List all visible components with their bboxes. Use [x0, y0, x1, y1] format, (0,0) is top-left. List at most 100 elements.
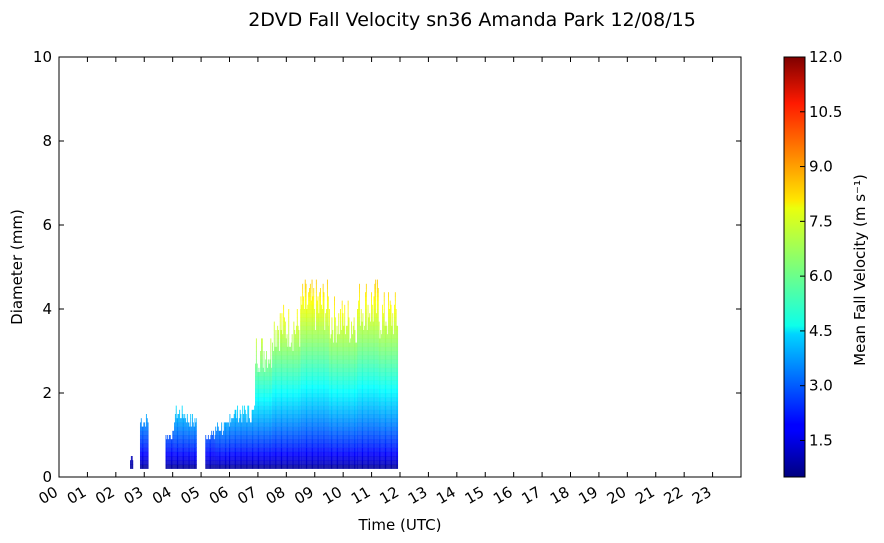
heat-cell — [309, 283, 311, 289]
heat-cell — [139, 460, 141, 465]
heat-cell — [288, 451, 290, 457]
heat-cell — [296, 414, 298, 419]
heat-cell — [321, 321, 322, 327]
heat-cell — [283, 330, 285, 335]
heat-cell — [267, 405, 268, 411]
heat-cell — [239, 414, 241, 419]
heat-cell — [146, 460, 148, 465]
heat-cell — [302, 443, 304, 448]
heat-cell — [320, 460, 321, 465]
heat-cell — [303, 422, 305, 427]
heat-cell — [171, 464, 173, 469]
heat-cell — [309, 309, 311, 314]
heat-cell — [287, 422, 289, 427]
heat-cell — [285, 439, 287, 444]
heat-cell — [311, 464, 313, 469]
heat-cell — [332, 409, 334, 415]
heat-cell — [191, 418, 193, 423]
heat-cell — [344, 435, 346, 440]
heat-cell — [292, 414, 294, 419]
heat-cell — [259, 405, 261, 411]
heat-cell — [314, 464, 316, 469]
heat-cell — [242, 447, 244, 453]
heat-cell — [346, 414, 347, 419]
heat-cell — [341, 313, 343, 318]
heat-cell — [308, 334, 310, 339]
heat-cell — [277, 464, 279, 469]
heat-cell — [311, 283, 313, 289]
heat-cell — [297, 342, 299, 348]
heat-cell — [295, 422, 297, 427]
heat-cell — [340, 367, 342, 373]
heat-cell — [335, 376, 337, 381]
heat-cell — [290, 359, 292, 364]
heat-cell — [295, 355, 297, 360]
heat-cell — [294, 439, 296, 444]
heat-cell — [302, 325, 304, 331]
heat-cell — [314, 393, 316, 398]
heat-cell — [290, 351, 291, 356]
heat-cell — [184, 443, 186, 448]
heat-cell — [309, 304, 310, 310]
heat-cell — [322, 376, 324, 381]
heat-cell — [270, 447, 272, 453]
heat-cell — [184, 418, 186, 423]
heat-cell — [208, 464, 210, 469]
heat-cell — [272, 409, 274, 415]
heat-cell — [316, 414, 318, 419]
heat-cell — [289, 351, 291, 356]
heat-cell — [284, 351, 285, 356]
heat-cell — [329, 376, 331, 381]
heat-cell — [179, 451, 181, 457]
heat-cell — [326, 464, 327, 469]
heat-cell — [278, 397, 279, 402]
heat-cell — [285, 435, 287, 440]
heat-cell — [250, 435, 252, 440]
heat-cell — [320, 359, 321, 364]
heat-cell — [274, 435, 276, 440]
heat-cell — [301, 439, 303, 444]
heat-cell — [244, 430, 246, 436]
heat-cell — [178, 451, 180, 457]
heat-cell — [345, 393, 347, 398]
heat-cell — [277, 376, 279, 381]
heat-cell — [313, 363, 315, 369]
heat-cell — [301, 363, 303, 369]
heat-cell — [240, 439, 242, 444]
heat-cell — [315, 363, 317, 369]
heat-cell — [322, 296, 324, 301]
heat-cell — [336, 346, 338, 352]
heat-cell — [213, 447, 214, 453]
heat-cell — [346, 464, 347, 469]
heat-cell — [231, 439, 233, 444]
heat-cell — [344, 397, 346, 402]
heat-cell — [263, 372, 265, 377]
heat-cell — [234, 443, 236, 448]
heat-cell — [329, 393, 331, 398]
heat-cell — [347, 418, 349, 423]
heat-cell — [327, 300, 329, 306]
heat-cell — [267, 367, 268, 373]
heat-cell — [317, 418, 319, 423]
heat-cell — [267, 388, 269, 394]
heat-cell — [174, 426, 176, 432]
heat-cell — [334, 325, 335, 331]
heat-cell — [262, 367, 264, 373]
heat-cell — [326, 338, 328, 343]
heat-cell — [255, 414, 257, 419]
heat-cell — [308, 439, 310, 444]
heat-cell — [318, 321, 320, 327]
heat-cell — [295, 342, 296, 348]
heat-cell — [282, 376, 284, 381]
heat-cell — [317, 300, 319, 306]
heat-cell — [321, 304, 322, 310]
heat-cell — [295, 409, 297, 415]
heat-cell — [345, 456, 347, 461]
heat-cell — [294, 388, 296, 394]
heat-cell — [299, 384, 301, 390]
heat-cell — [262, 414, 264, 419]
heat-cell — [267, 367, 269, 373]
heat-cell — [294, 363, 296, 369]
heat-cell — [216, 464, 217, 469]
heat-cell — [346, 464, 348, 469]
